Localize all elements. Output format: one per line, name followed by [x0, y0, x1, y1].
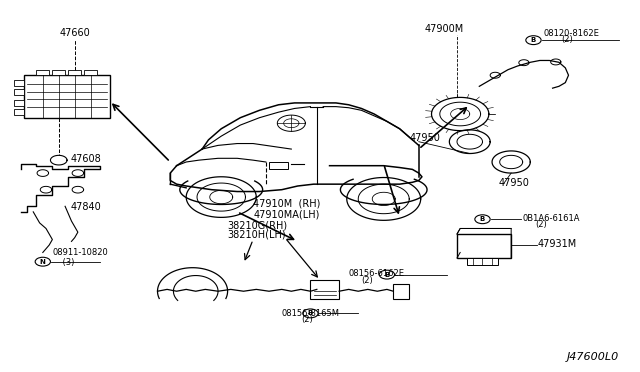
Text: 08120-8162E: 08120-8162E	[543, 29, 599, 38]
Text: 47950: 47950	[409, 133, 440, 143]
Bar	[36, 70, 49, 75]
Text: B: B	[308, 310, 313, 316]
Bar	[14, 80, 24, 86]
Text: 38210G(RH): 38210G(RH)	[228, 221, 288, 231]
Text: 47910MA(LH): 47910MA(LH)	[253, 209, 319, 219]
Text: 38210H(LH): 38210H(LH)	[228, 230, 286, 240]
Bar	[14, 109, 24, 115]
Bar	[84, 70, 97, 75]
Text: 08156-8165M: 08156-8165M	[282, 309, 340, 318]
Bar	[457, 234, 511, 258]
Text: 0B1A6-6161A: 0B1A6-6161A	[523, 214, 580, 223]
Text: 47910M  (RH): 47910M (RH)	[253, 198, 321, 208]
Text: N: N	[40, 259, 45, 265]
Text: (2): (2)	[536, 219, 547, 229]
Bar	[394, 284, 409, 299]
Bar	[24, 75, 109, 118]
Text: 08911-10820
    (3): 08911-10820 (3)	[52, 248, 108, 267]
Text: (2): (2)	[301, 315, 312, 324]
Text: 47608: 47608	[70, 154, 101, 164]
Text: B: B	[480, 216, 485, 222]
Bar	[14, 89, 24, 95]
Text: 47931M: 47931M	[538, 239, 577, 249]
Text: (2): (2)	[362, 276, 373, 285]
Text: 47900M: 47900M	[424, 24, 464, 33]
Bar	[310, 280, 339, 299]
Text: 47660: 47660	[60, 29, 90, 38]
Text: 47950: 47950	[499, 178, 529, 188]
Text: B: B	[531, 37, 536, 43]
Text: 47840: 47840	[70, 202, 101, 212]
Bar	[52, 70, 65, 75]
Bar	[14, 100, 24, 106]
Text: (2): (2)	[561, 35, 573, 44]
Text: B: B	[384, 272, 390, 278]
Bar	[467, 258, 499, 265]
Text: 08156-6162E: 08156-6162E	[349, 269, 404, 279]
Text: J47600L0: J47600L0	[567, 352, 620, 362]
Bar	[269, 162, 288, 169]
Bar	[68, 70, 81, 75]
